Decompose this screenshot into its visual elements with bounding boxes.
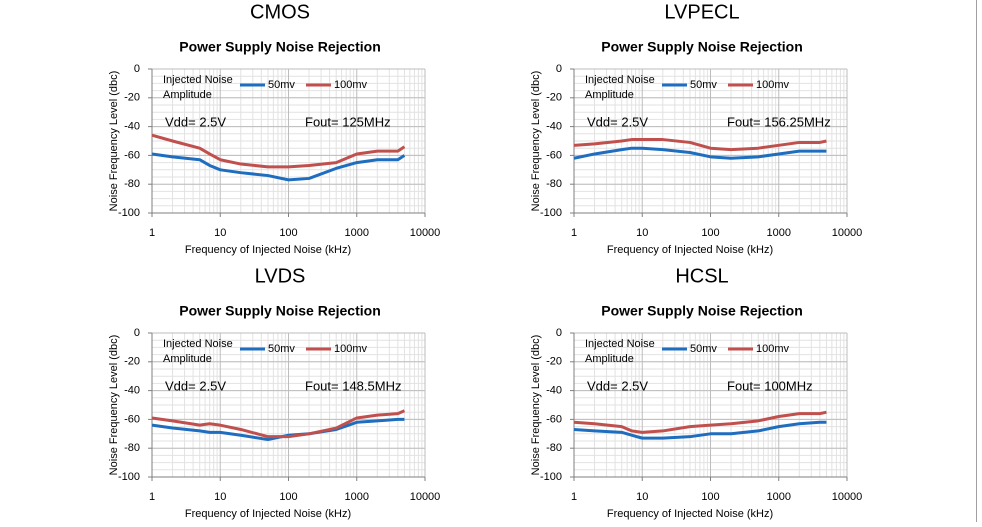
x-tick-label: 1000 (345, 491, 369, 503)
legend-title: Amplitude (585, 353, 634, 365)
y-tick-label: -80 (546, 178, 562, 190)
y-tick-label: -60 (546, 413, 562, 425)
y-tick-label: -60 (124, 413, 140, 425)
y-axis-label: Noise Frequency Level (dbc) (530, 335, 542, 476)
annotation: Fout= 100MHz (727, 378, 813, 393)
x-tick-label: 100 (279, 227, 297, 239)
x-tick-label: 1000 (345, 227, 369, 239)
annotation: Vdd= 2.5V (587, 378, 648, 393)
legend-label: 100mv (334, 79, 368, 91)
y-axis-label: Noise Frequency Level (dbc) (530, 71, 542, 212)
x-tick-label: 1000 (767, 491, 791, 503)
y-axis-label: Noise Frequency Level (dbc) (108, 335, 120, 476)
y-tick-label: -20 (546, 356, 562, 368)
x-axis-label: Frequency of Injected Noise (kHz) (185, 244, 351, 256)
chart-panel: CMOS Power Supply Noise Rejection 0 -20 -40 -… (108, 1, 440, 256)
y-tick-label: -100 (118, 471, 140, 483)
y-tick-label: -60 (546, 149, 562, 161)
y-tick-label: -40 (124, 121, 140, 133)
y-tick-label: 0 (134, 327, 140, 339)
chart-title: Power Supply Noise Rejection (601, 303, 803, 319)
y-tick-label: -40 (546, 121, 562, 133)
x-tick-label: 10000 (832, 491, 863, 503)
chart-panel: HCSL Power Supply Noise Rejection 0 -20 -40 -… (530, 265, 862, 520)
series-line (573, 410, 827, 434)
x-tick-label: 1 (149, 491, 155, 503)
annotation: Vdd= 2.5V (165, 114, 226, 129)
x-tick-label: 10000 (410, 491, 441, 503)
x-tick-label: 10 (214, 227, 226, 239)
annotation: Vdd= 2.5V (165, 378, 226, 393)
chart-title: Power Supply Noise Rejection (179, 303, 381, 319)
chart-heading: CMOS (250, 1, 310, 23)
annotation: Fout= 148.5MHz (305, 378, 401, 393)
x-axis-label: Frequency of Injected Noise (kHz) (607, 508, 773, 520)
series-line (151, 409, 406, 439)
series-line (573, 420, 827, 440)
legend-title: Amplitude (585, 89, 634, 101)
chart-heading: LVPECL (664, 1, 739, 23)
legend-label: 50mv (268, 343, 295, 355)
x-tick-label: 1 (571, 227, 577, 239)
annotation: Vdd= 2.5V (587, 114, 648, 129)
y-tick-label: -40 (546, 385, 562, 397)
chart-heading: LVDS (255, 265, 306, 287)
y-tick-label: -80 (546, 442, 562, 454)
y-tick-label: -40 (124, 385, 140, 397)
x-tick-label: 10 (636, 227, 648, 239)
annotation: Fout= 156.25MHz (727, 114, 831, 129)
x-tick-label: 10000 (832, 227, 863, 239)
x-tick-label: 10 (636, 491, 648, 503)
legend-title: Injected Noise (163, 338, 233, 350)
chart-title: Power Supply Noise Rejection (601, 39, 803, 55)
series-line (573, 146, 827, 160)
y-tick-label: 0 (556, 63, 562, 75)
y-tick-label: -100 (118, 207, 140, 219)
legend-title: Injected Noise (585, 338, 655, 350)
series-line (151, 133, 406, 169)
chart-heading: HCSL (675, 265, 728, 287)
y-tick-label: -60 (124, 149, 140, 161)
y-tick-label: 0 (134, 63, 140, 75)
legend-label: 50mv (268, 79, 295, 91)
x-tick-label: 100 (701, 227, 719, 239)
legend-label: 100mv (756, 343, 790, 355)
x-axis-label: Frequency of Injected Noise (kHz) (607, 244, 773, 256)
legend-label: 100mv (756, 79, 790, 91)
y-tick-label: -100 (540, 471, 562, 483)
y-tick-label: -20 (546, 92, 562, 104)
x-tick-label: 100 (701, 491, 719, 503)
legend-title: Injected Noise (163, 74, 233, 86)
chart-panel: LVPECL Power Supply Noise Rejection 0 -20 -4… (530, 1, 862, 256)
y-tick-label: 0 (556, 327, 562, 339)
legend-label: 100mv (334, 343, 368, 355)
series-line (573, 138, 827, 152)
legend-label: 50mv (690, 343, 717, 355)
x-tick-label: 1000 (767, 227, 791, 239)
y-tick-label: -20 (124, 356, 140, 368)
series-line (151, 152, 406, 182)
x-tick-label: 10 (214, 491, 226, 503)
x-axis-label: Frequency of Injected Noise (kHz) (185, 508, 351, 520)
annotation: Fout= 125MHz (305, 114, 391, 129)
legend-label: 50mv (690, 79, 717, 91)
x-tick-label: 1 (149, 227, 155, 239)
y-tick-label: -80 (124, 178, 140, 190)
x-tick-label: 1 (571, 491, 577, 503)
legend-title: Amplitude (163, 353, 212, 365)
chart-title: Power Supply Noise Rejection (179, 39, 381, 55)
y-tick-label: -80 (124, 442, 140, 454)
y-tick-label: -100 (540, 207, 562, 219)
chart-panel: LVDS Power Supply Noise Rejection 0 -20 -40 -… (108, 265, 440, 520)
x-tick-label: 10000 (410, 227, 441, 239)
x-tick-label: 100 (279, 491, 297, 503)
y-tick-label: -20 (124, 92, 140, 104)
y-axis-label: Noise Frequency Level (dbc) (108, 71, 120, 212)
legend-title: Amplitude (163, 89, 212, 101)
legend-title: Injected Noise (585, 74, 655, 86)
